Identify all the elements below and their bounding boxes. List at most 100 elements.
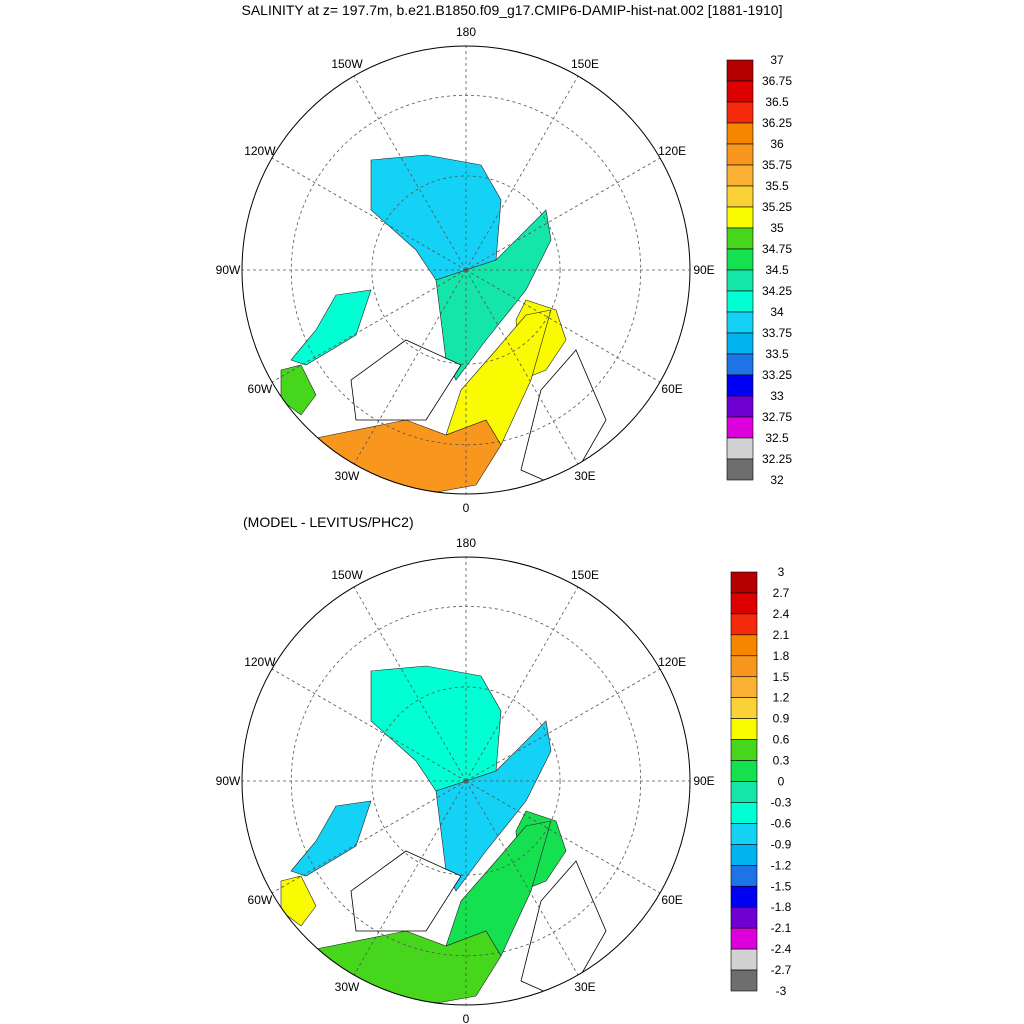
colorbar-label: 2.1 (773, 628, 790, 642)
lon-label-150W: 150W (331, 568, 363, 582)
colorbar-label: 2.4 (773, 607, 790, 621)
lon-label-150E: 150E (571, 57, 599, 71)
meridian-30W (353, 269, 467, 465)
meridian-120W (271, 157, 467, 271)
colorbar-label: 1.8 (773, 649, 790, 663)
colorbar-swatch (726, 311, 754, 334)
colorbar-swatch (730, 697, 758, 719)
colorbar-swatch (726, 206, 754, 229)
colorbar-label: 3 (778, 565, 785, 579)
meridian-150W (353, 586, 467, 782)
latitude-circle-1 (371, 686, 561, 876)
colorbar-swatch (730, 655, 758, 678)
scandinavia-outline (520, 860, 607, 1002)
colorbar-label: 2.7 (773, 586, 790, 600)
meridian-30E (465, 780, 579, 976)
colorbar-swatch (726, 80, 754, 103)
colorbar-swatch (730, 906, 758, 929)
figure-title: SALINITY at z= 197.7m, b.e21.B1850.f09_g… (241, 2, 783, 18)
figure-subtitle: (MODEL - LEVITUS/PHC2) (243, 514, 414, 530)
map-border (241, 45, 691, 495)
region-baffin-bay (290, 289, 372, 366)
lon-label-0: 0 (463, 1012, 470, 1024)
meridian-60E (465, 269, 661, 383)
colorbar-swatch (730, 927, 758, 950)
lon-label-60W: 60W (248, 382, 273, 396)
colorbar-swatch (726, 101, 754, 124)
colorbar-swatch (730, 844, 758, 866)
colorbar-label: 35.25 (762, 200, 792, 214)
lon-label-30W: 30W (335, 469, 360, 483)
lon-label-60E: 60E (661, 893, 682, 907)
colorbar-swatch (726, 185, 754, 208)
lon-label-150W: 150W (331, 57, 363, 71)
colorbar-swatch (726, 269, 754, 292)
colorbar-swatch (730, 634, 758, 657)
colorbar-swatch (726, 395, 754, 418)
lon-label-90W: 90W (216, 263, 241, 277)
lon-label-90E: 90E (693, 774, 714, 788)
colorbar-label: -0.6 (771, 816, 792, 830)
lon-label-60E: 60E (661, 382, 682, 396)
lon-label-120E: 120E (658, 144, 686, 158)
lon-label-150E: 150E (571, 568, 599, 582)
colorbar-swatch (730, 864, 758, 887)
colorbar-swatch (730, 969, 758, 992)
colorbar-swatch (730, 760, 758, 782)
colorbar-label: 33.5 (765, 347, 789, 361)
colorbar-label: -0.9 (771, 837, 792, 851)
colorbar-label: 35.75 (762, 158, 792, 172)
colorbar-2: 3 2.7 2.4 2.1 1.8 1.5 1.2 0.9 0.6 0.3 0 -0.3 -0.6 -0.… (730, 565, 792, 998)
colorbar-label: 36.75 (762, 74, 792, 88)
colorbar-swatch (730, 948, 758, 971)
meridian-150E (465, 75, 579, 271)
colorbar-swatch (730, 718, 758, 740)
colorbar-swatch (730, 676, 758, 699)
colorbar-swatch (726, 458, 754, 481)
colorbar-swatch (730, 613, 758, 636)
meridian-30W (353, 780, 467, 976)
meridian-120W (271, 668, 467, 782)
colorbar-label: 1.5 (773, 670, 790, 684)
lon-label-120W: 120W (244, 655, 276, 669)
colorbar-label: 32.5 (765, 431, 789, 445)
colorbar-label: 33 (770, 389, 784, 403)
lon-label-0: 0 (463, 501, 470, 515)
region-labrador-sea (280, 875, 317, 927)
lon-label-30W: 30W (335, 980, 360, 994)
colorbar-label: 36.5 (765, 95, 789, 109)
colorbar-label: -0.3 (771, 795, 792, 809)
colorbar-swatch (726, 59, 754, 82)
region-labrador-sea (280, 364, 317, 416)
lon-label-60W: 60W (248, 893, 273, 907)
colorbar-label: 36 (770, 137, 784, 151)
lon-label-30E: 30E (574, 980, 595, 994)
colorbar-label: -1.8 (771, 900, 792, 914)
colorbar-swatch (726, 164, 754, 187)
colorbar-1: 37 36.75 36.5 36.25 36 35.75 35.5 35.25 35 34.75 3… (726, 53, 792, 487)
colorbar-swatch (730, 739, 758, 761)
colorbar-label: 34.25 (762, 284, 792, 298)
lon-label-180: 180 (456, 25, 476, 39)
meridian-60E (465, 780, 661, 894)
meridian-150E (465, 586, 579, 782)
colorbar-swatch (730, 802, 758, 824)
colorbar-swatch (730, 781, 758, 803)
colorbar-swatch (730, 571, 758, 594)
colorbar-label: 34.75 (762, 242, 792, 256)
colorbar-label: 33.25 (762, 368, 792, 382)
lon-label-90E: 90E (693, 263, 714, 277)
colorbar-label: 32.75 (762, 410, 792, 424)
colorbar-swatch (726, 122, 754, 145)
colorbar-label: 0.6 (773, 733, 790, 747)
polar-panel-1: 180 150E 120E 90E 60E 30E 0 30W 60W 90W 120W 150W (216, 25, 715, 515)
colorbar-swatch (726, 437, 754, 460)
colorbar-label: 34.5 (765, 263, 789, 277)
colorbar-label: -1.5 (771, 879, 792, 893)
colorbar-swatch (730, 592, 758, 615)
lon-label-120W: 120W (244, 144, 276, 158)
colorbar-label: 0 (778, 775, 785, 789)
meridian-60W (271, 269, 467, 383)
colorbar-label: 0.3 (773, 754, 790, 768)
